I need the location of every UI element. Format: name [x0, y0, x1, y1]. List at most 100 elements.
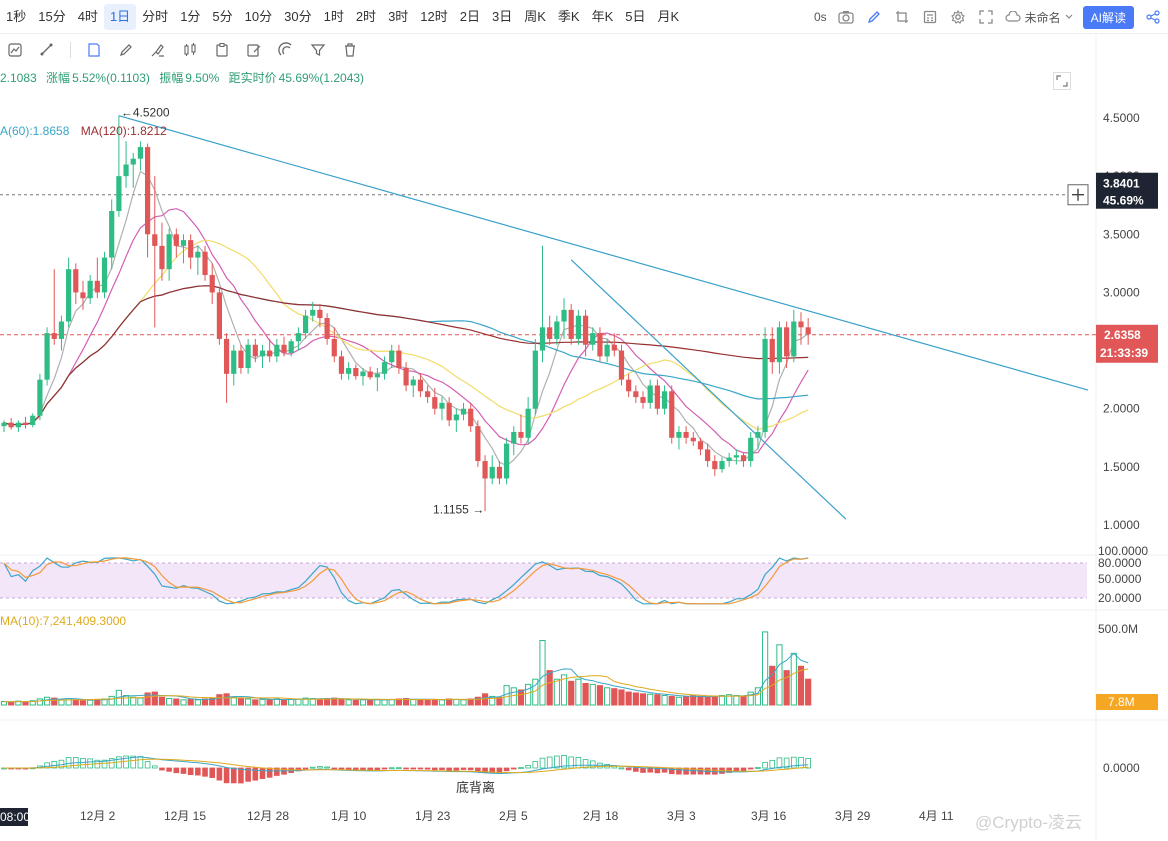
- period-tab-3[interactable]: 1日: [103, 3, 137, 30]
- y-tick-label: 3.5000: [1103, 227, 1140, 241]
- candle-body: [15, 422, 21, 428]
- oscillator-tick-label: 100.0000: [1098, 544, 1148, 558]
- period-tab-18[interactable]: 5日: [625, 8, 646, 24]
- share-icon[interactable]: [1144, 8, 1162, 26]
- gear-icon[interactable]: [949, 8, 967, 26]
- macd-histogram-bar: [640, 767, 646, 773]
- bookmark-icon[interactable]: [85, 41, 103, 59]
- period-tab-10[interactable]: 2时: [355, 8, 377, 24]
- candle-body: [726, 457, 732, 462]
- period-tab-11[interactable]: 3时: [388, 8, 409, 24]
- camera-icon[interactable]: [837, 8, 855, 26]
- ohlc-info-line: 2.1083 涨幅 5.52%(0.1103) 振幅 9.50% 距实时价 45.69…: [0, 69, 370, 86]
- volume-bar: [625, 691, 632, 706]
- calculator-icon[interactable]: [921, 8, 939, 26]
- period-tab-1[interactable]: 15分: [38, 8, 66, 24]
- macd-histogram-bar: [525, 765, 531, 769]
- period-tab-13[interactable]: 2日: [459, 8, 480, 24]
- macd-histogram-bar: [510, 767, 517, 770]
- macd-histogram-bar: [561, 755, 567, 769]
- indicator-icon[interactable]: [6, 41, 24, 59]
- y-tick-label: 1.0000: [1103, 518, 1140, 532]
- candle-body: [302, 315, 309, 334]
- change-value: 5.52%(0.1103): [72, 71, 150, 85]
- macd-histogram-bar: [195, 767, 201, 776]
- volume-ma10-line: [3, 668, 809, 703]
- candle-body: [360, 371, 366, 377]
- expand-icon[interactable]: [1053, 72, 1071, 90]
- volume-bar: [726, 694, 733, 706]
- plus-icon: [1072, 188, 1084, 201]
- layout-select[interactable]: 未命名: [1005, 9, 1073, 26]
- candle-body: [669, 391, 675, 438]
- period-tab-4[interactable]: 分时: [142, 8, 169, 24]
- macd-histogram-bar: [144, 761, 151, 769]
- period-tab-16[interactable]: 季K: [557, 8, 580, 24]
- period-tab-8[interactable]: 30分: [284, 8, 312, 24]
- candle-body: [30, 415, 36, 425]
- ruler-icon[interactable]: [38, 41, 56, 59]
- candle-body: [209, 274, 215, 293]
- macd-histogram-bar: [546, 756, 553, 769]
- candle-body: [295, 333, 301, 342]
- macd-histogram-bar: [460, 767, 467, 770]
- volume-bar: [237, 698, 245, 706]
- last-price-box: [1096, 324, 1158, 363]
- ai-analysis-button[interactable]: AI解读: [1082, 5, 1134, 29]
- candle-body: [123, 164, 129, 177]
- macd-histogram-bar: [331, 767, 338, 770]
- volume-bar: [733, 695, 740, 706]
- pen-tool-icon[interactable]: [149, 41, 167, 59]
- candle-body: [267, 350, 273, 357]
- volume-bar: [87, 699, 94, 706]
- period-tab-15[interactable]: 周K: [524, 8, 546, 24]
- crop-icon[interactable]: [893, 8, 911, 26]
- fullscreen-icon[interactable]: [977, 8, 995, 26]
- pen-icon[interactable]: [865, 8, 883, 26]
- descending-trendline: [570, 259, 847, 520]
- macd-histogram-bar: [381, 767, 388, 770]
- period-tab-9[interactable]: 1时: [323, 8, 344, 24]
- oscillator-tick-label: 80.0000: [1098, 556, 1142, 570]
- period-tab-14[interactable]: 3日: [492, 8, 513, 24]
- volume-bar: [245, 698, 252, 706]
- macd-histogram-bar: [266, 767, 273, 778]
- pencil-icon[interactable]: [117, 41, 135, 59]
- candle-body: [425, 391, 431, 398]
- candle-body: [654, 385, 660, 409]
- macd-histogram-bar: [180, 767, 187, 774]
- edit-icon[interactable]: [245, 41, 263, 59]
- period-tabs: 1秒 15分 4时 1日 分时 1分 5分 10分 30分 1时 2时 3时 12时 2日 3日 周K 季K 年K…: [0, 0, 685, 34]
- period-tab-0[interactable]: 1秒: [6, 8, 27, 24]
- macd-histogram-bar: [338, 767, 345, 770]
- volume-bar: [754, 687, 761, 706]
- period-tab-17[interactable]: 年K: [591, 8, 614, 24]
- x-tick-label: 12月 28: [247, 809, 289, 823]
- volume-bar: [668, 695, 675, 706]
- clipboard-icon[interactable]: [213, 41, 231, 59]
- macd-histogram-bar: [554, 755, 560, 769]
- candle-icon[interactable]: [181, 41, 199, 59]
- volume-legend: MA(10):7,241,409.3000: [0, 614, 126, 628]
- period-tab-6[interactable]: 5分: [212, 8, 233, 24]
- trash-icon[interactable]: [341, 41, 359, 59]
- volume-bar: [797, 665, 805, 706]
- divergence-label: 底背离: [456, 780, 495, 795]
- candle-body: [482, 461, 488, 479]
- period-tab-5[interactable]: 1分: [180, 8, 201, 24]
- volume-bar: [783, 670, 790, 706]
- volume-bar: [604, 687, 611, 706]
- period-tab-2[interactable]: 4时: [77, 8, 98, 24]
- distance-value: 45.69%(1.2043): [278, 71, 365, 85]
- macd-histogram-bar: [87, 758, 93, 769]
- toolbar-divider: [70, 42, 71, 58]
- volume-bar: [209, 697, 216, 706]
- filter-icon[interactable]: [309, 41, 327, 59]
- magnet-icon[interactable]: [277, 41, 295, 59]
- period-tab-19[interactable]: 月K: [657, 8, 680, 24]
- candle-body: [532, 350, 538, 409]
- volume-bar: [711, 695, 718, 706]
- period-tab-7[interactable]: 10分: [244, 8, 273, 24]
- period-tab-12[interactable]: 12时: [420, 8, 448, 24]
